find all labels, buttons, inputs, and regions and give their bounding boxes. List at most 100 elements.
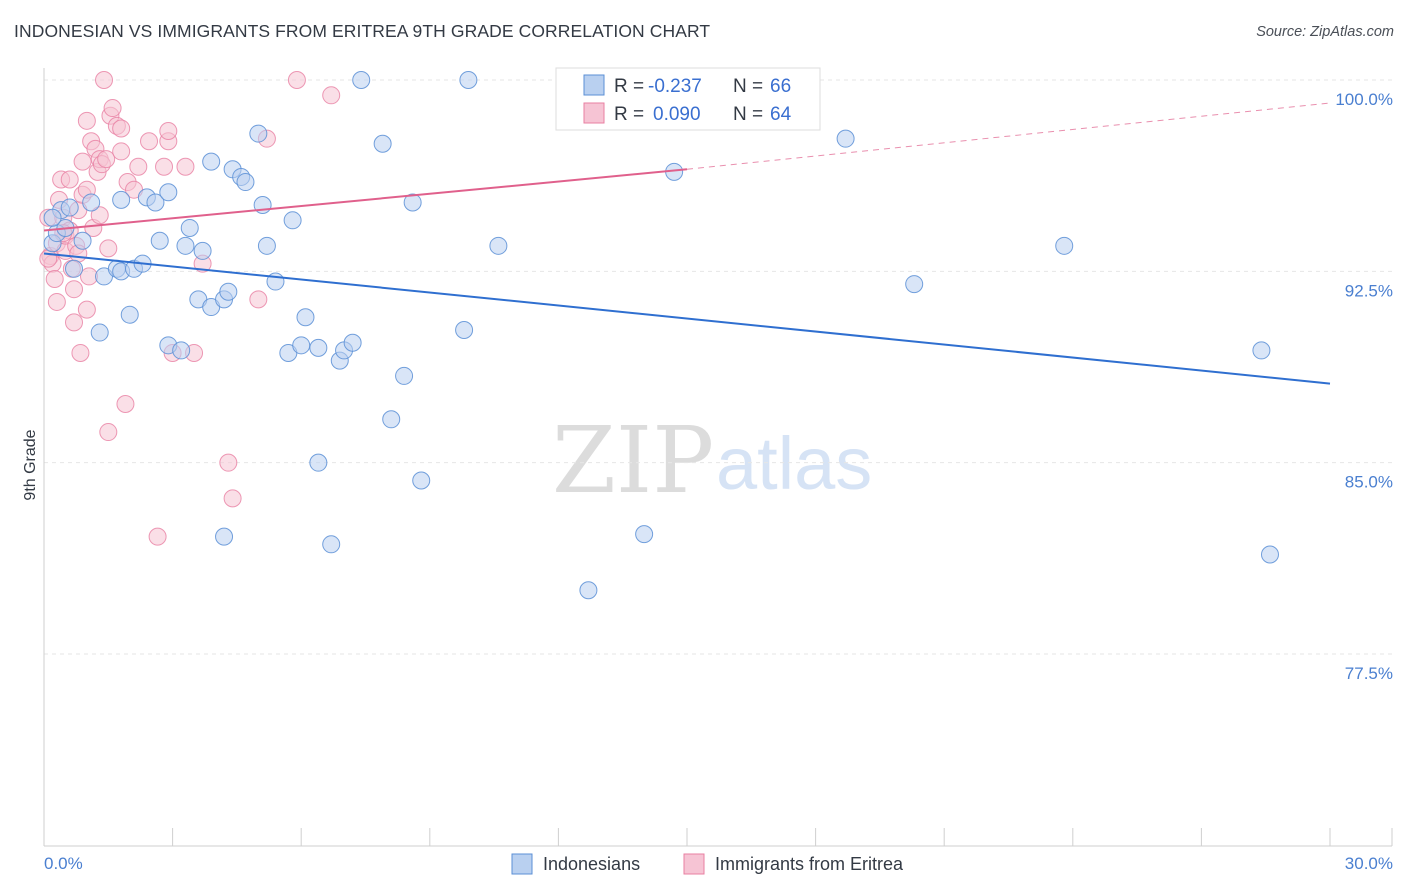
- indonesians-point: [322, 535, 341, 554]
- eritrea-point: [140, 132, 159, 151]
- indonesians-point: [146, 193, 165, 212]
- eritrea-point: [219, 453, 238, 472]
- indonesians-point: [202, 152, 221, 171]
- bottom-legend: Indonesians Immigrants from Eritrea: [511, 853, 904, 875]
- eritrea-trend-line: [43, 168, 688, 232]
- gridlines: [44, 79, 1392, 655]
- eritrea-point: [45, 269, 64, 288]
- y-tick-label: 85.0%: [1345, 473, 1393, 492]
- x-tick-label-min: 0.0%: [44, 854, 83, 873]
- indonesians-point: [382, 410, 401, 429]
- y-tick-label: 77.5%: [1345, 664, 1393, 683]
- indonesians-point: [65, 259, 84, 278]
- axes: [43, 68, 1393, 847]
- eritrea-point: [129, 157, 148, 176]
- watermark-atlas: atlas: [716, 422, 872, 505]
- legend-swatch-pink: [583, 102, 605, 124]
- indonesians-point: [176, 236, 195, 255]
- indonesians-point: [90, 323, 109, 342]
- eritrea-point: [77, 111, 96, 130]
- indonesians-point: [219, 282, 238, 301]
- indonesians-point: [292, 336, 311, 355]
- eritrea-point: [95, 71, 114, 89]
- eritrea-point: [65, 280, 84, 299]
- indonesians-point: [1055, 236, 1074, 255]
- indonesians-point: [150, 231, 169, 250]
- indonesians-point: [112, 190, 131, 209]
- indonesians-point: [257, 236, 276, 255]
- bottom-legend-swatch-indonesians: [511, 853, 533, 875]
- eritrea-point: [112, 142, 131, 161]
- indonesians-point: [159, 183, 178, 202]
- trend-lines: [43, 102, 1331, 385]
- eritrea-point: [322, 86, 341, 105]
- indonesians-point: [172, 341, 191, 360]
- indonesians-point: [489, 236, 508, 255]
- eritrea-point: [116, 394, 135, 413]
- eritrea-point: [155, 157, 174, 176]
- indonesians-point: [43, 208, 62, 227]
- legend-n-label-1: N =: [733, 76, 763, 97]
- indonesians-point: [283, 211, 302, 230]
- indonesians-point: [236, 173, 255, 192]
- eritrea-point: [176, 157, 195, 176]
- indonesians-point: [309, 453, 328, 472]
- indonesians-trend-line: [43, 252, 1331, 385]
- chart-title: INDONESIAN VS IMMIGRANTS FROM ERITREA 9T…: [14, 21, 711, 41]
- indonesians-point: [403, 193, 422, 212]
- eritrea-point: [90, 206, 109, 225]
- legend-r-label-1: R =: [614, 76, 644, 97]
- y-tick-label: 92.5%: [1345, 281, 1393, 300]
- indonesians-point: [82, 193, 101, 212]
- eritrea-point: [73, 152, 92, 171]
- legend-r-value-2: 0.090: [653, 104, 701, 125]
- indonesians-point: [309, 338, 328, 357]
- stats-legend: R = -0.237 N = 66 R = 0.090 N = 64: [555, 67, 821, 131]
- indonesians-point: [249, 124, 268, 143]
- bottom-legend-indonesians: Indonesians: [543, 854, 640, 874]
- indonesians-point: [120, 305, 139, 324]
- indonesians-point: [455, 321, 474, 340]
- legend-n-value-1: 66: [770, 76, 791, 97]
- bottom-legend-swatch-eritrea: [683, 853, 705, 875]
- legend-swatch-blue: [583, 74, 605, 96]
- indonesians-point: [296, 308, 315, 327]
- indonesians-point: [373, 134, 392, 153]
- eritrea-point: [65, 313, 84, 332]
- legend-n-value-2: 64: [770, 104, 792, 125]
- source-label: Source: ZipAtlas.com: [1256, 24, 1394, 40]
- series-indonesians-points: [43, 71, 1279, 600]
- y-axis-label: 9th Grade: [22, 429, 39, 500]
- indonesians-point: [1252, 341, 1271, 360]
- eritrea-point: [112, 119, 131, 138]
- y-tick-labels: 77.5% 85.0% 92.5% 100.0%: [1335, 90, 1393, 683]
- indonesians-point: [412, 471, 431, 490]
- indonesians-point: [180, 218, 199, 237]
- x-tick-label-max: 30.0%: [1345, 854, 1393, 873]
- eritrea-point: [99, 239, 118, 258]
- eritrea-point: [77, 300, 96, 319]
- eritrea-point: [97, 150, 116, 169]
- indonesians-point: [905, 275, 924, 294]
- watermark-zip: ZIP: [552, 407, 714, 514]
- indonesians-point: [343, 333, 362, 352]
- indonesians-point: [352, 71, 371, 89]
- bottom-legend-eritrea: Immigrants from Eritrea: [715, 854, 904, 874]
- indonesians-point: [395, 366, 414, 385]
- indonesians-point: [193, 241, 212, 260]
- indonesians-point: [60, 198, 79, 217]
- indonesians-point: [459, 71, 478, 89]
- eritrea-point: [39, 249, 58, 268]
- indonesians-point: [836, 129, 855, 148]
- eritrea-point: [71, 343, 90, 362]
- eritrea-point: [47, 292, 66, 311]
- eritrea-point: [99, 423, 118, 442]
- eritrea-point: [80, 267, 99, 286]
- eritrea-point: [223, 489, 242, 508]
- eritrea-point: [148, 527, 167, 546]
- legend-n-label-2: N =: [733, 104, 763, 125]
- indonesians-point: [73, 231, 92, 250]
- eritrea-point: [249, 290, 268, 309]
- legend-r-label-2: R =: [614, 104, 644, 125]
